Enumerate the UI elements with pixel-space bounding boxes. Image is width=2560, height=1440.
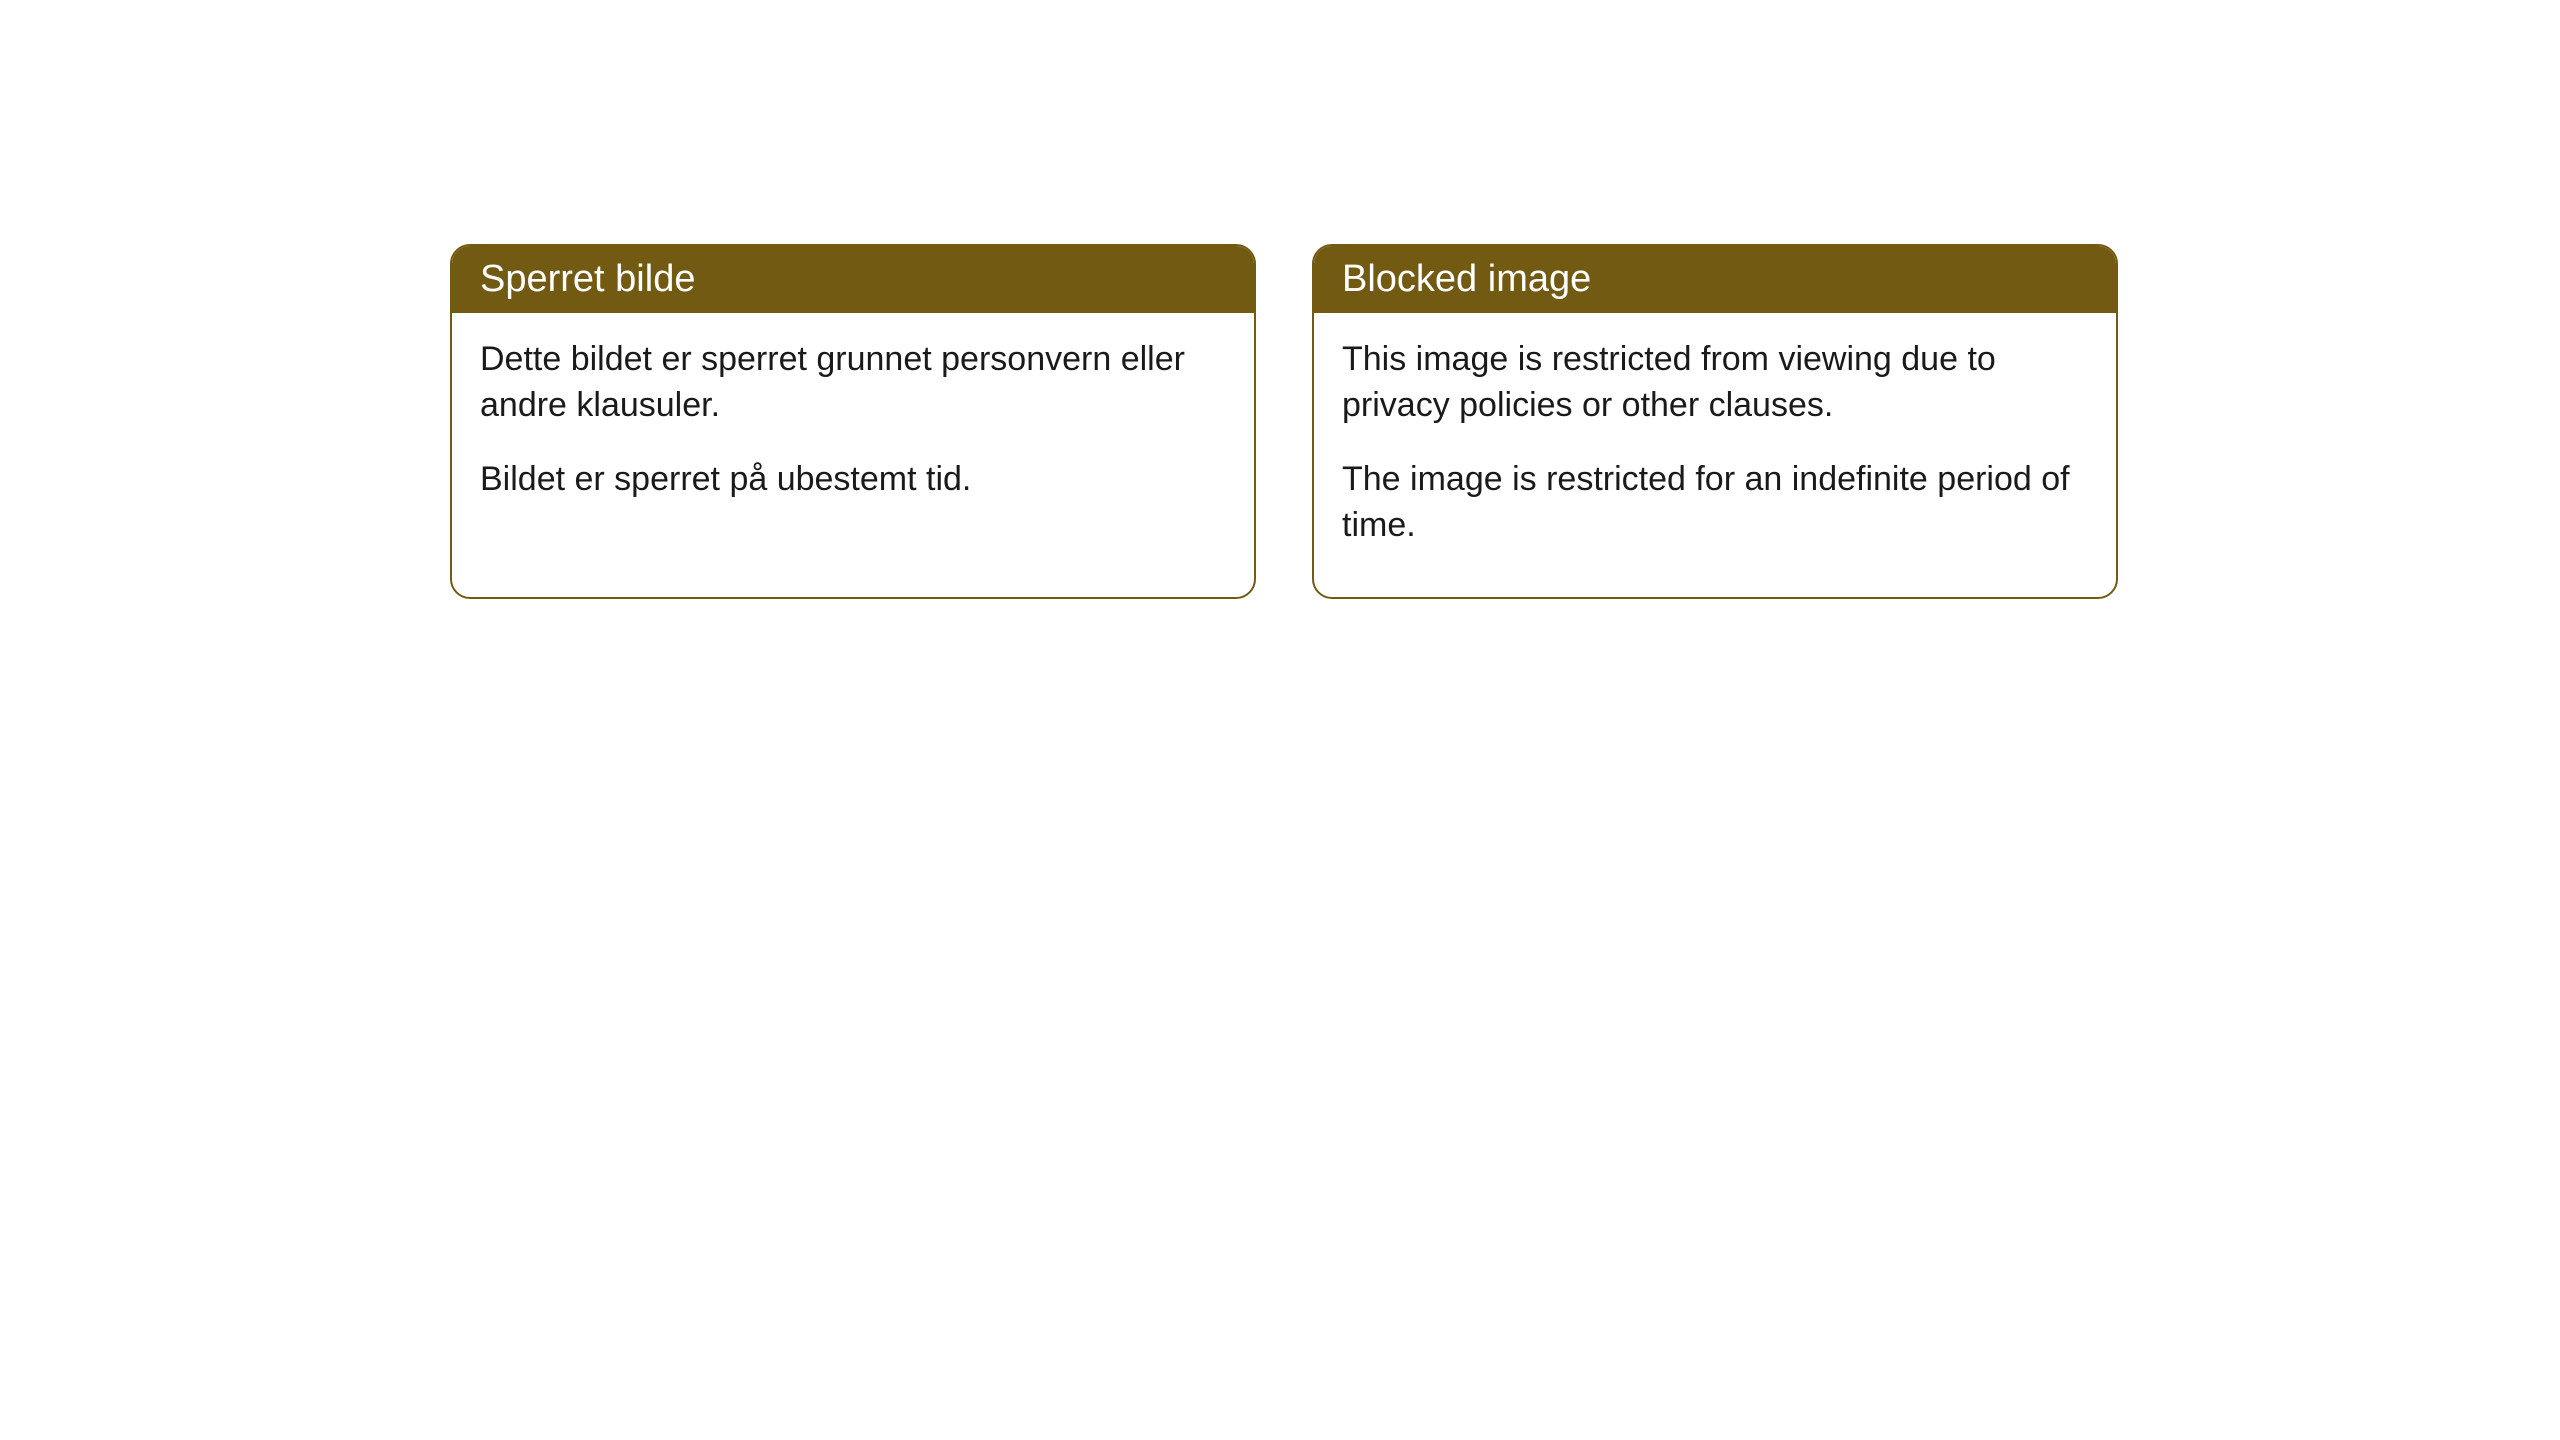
card-title: Sperret bilde <box>480 258 695 300</box>
blocked-image-card-norwegian: Sperret bilde Dette bildet er sperret gr… <box>450 244 1256 599</box>
blocked-image-card-english: Blocked image This image is restricted f… <box>1312 244 2118 599</box>
card-paragraph: Bildet er sperret på ubestemt tid. <box>480 457 1226 503</box>
card-body: This image is restricted from viewing du… <box>1314 313 2116 597</box>
notice-container: Sperret bilde Dette bildet er sperret gr… <box>450 244 2118 599</box>
card-paragraph: The image is restricted for an indefinit… <box>1342 457 2088 549</box>
card-header: Sperret bilde <box>452 246 1254 313</box>
card-body: Dette bildet er sperret grunnet personve… <box>452 313 1254 551</box>
card-header: Blocked image <box>1314 246 2116 313</box>
card-paragraph: This image is restricted from viewing du… <box>1342 337 2088 429</box>
card-paragraph: Dette bildet er sperret grunnet personve… <box>480 337 1226 429</box>
card-title: Blocked image <box>1342 258 1591 300</box>
